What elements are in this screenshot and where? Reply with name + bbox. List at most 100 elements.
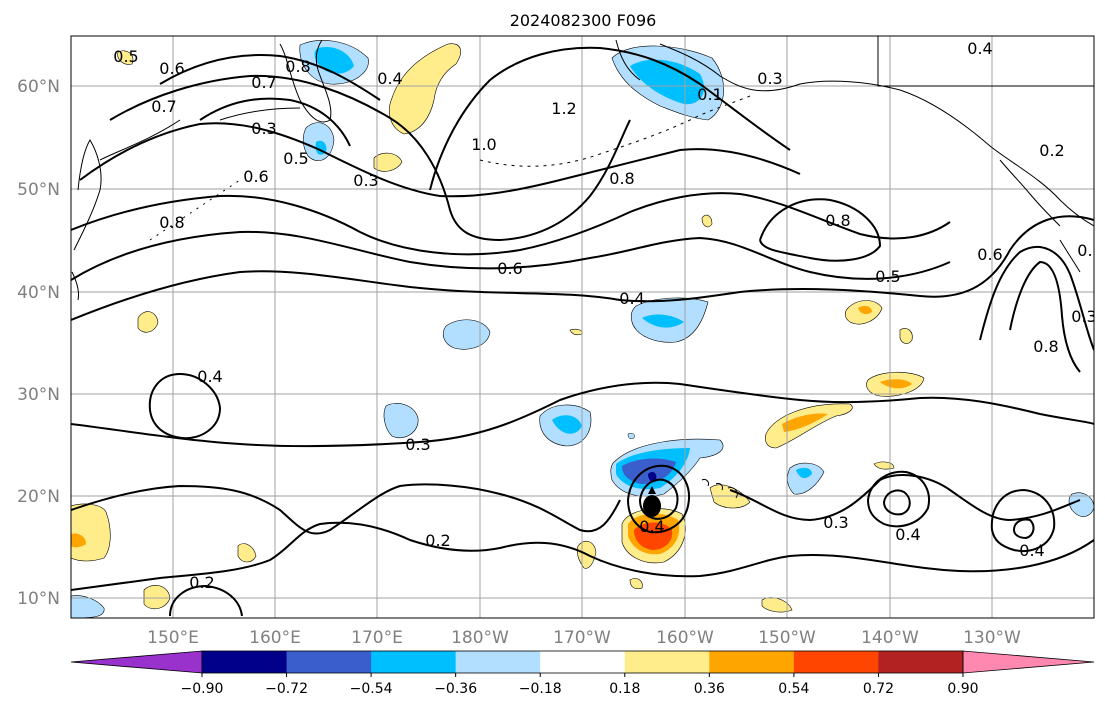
contour-label: 1.2 — [551, 99, 576, 118]
colorbar-tick-label: 0.18 — [609, 681, 640, 697]
colorbar: −0.90 −0.72 −0.54 −0.36 −0.18 0.18 0.36 0.54 0.7… — [70, 650, 1095, 697]
lat-label: 10°N — [17, 589, 60, 609]
colorbar-bin — [371, 651, 457, 673]
contour-label: 0.6 — [977, 245, 1002, 264]
lon-label: 150°E — [147, 628, 199, 648]
contour-lines — [71, 46, 1094, 617]
lon-label: 150°W — [758, 628, 816, 648]
contour-label: 0.6 — [159, 59, 184, 78]
contour-label: 0.5 — [113, 47, 138, 66]
lon-label: 180°W — [451, 628, 509, 648]
contour-label: 0.3 — [757, 69, 782, 88]
colorbar-tick-label: −0.90 — [181, 681, 224, 697]
contour-labels: 0.5 0.6 0.7 0.7 0.8 0.4 0.3 0.5 0.3 0.6 … — [113, 39, 1096, 592]
neg-shade-hawaii-min — [648, 472, 657, 482]
contour-label: 0.3 — [405, 435, 430, 454]
colorbar-tick-label: −0.18 — [519, 681, 562, 697]
colorbar-outline — [201, 650, 964, 674]
contour-label: 0.8 — [285, 57, 310, 76]
map-frame — [70, 35, 1095, 619]
colorbar-bin — [540, 651, 626, 673]
colorbar-tick-label: 0.90 — [947, 681, 978, 697]
contour-label: 0.4 — [639, 517, 664, 536]
contour-label: 0.4 — [967, 39, 992, 58]
coast-alaska — [615, 39, 1094, 227]
lat-label: 20°N — [17, 487, 60, 507]
colorbar-bin — [793, 651, 879, 673]
contour-label: 0.4 — [619, 289, 644, 308]
contour-label: 0.4 — [197, 367, 222, 386]
neg-shade-175e-27 — [383, 403, 419, 438]
contour-label: 0.8 — [825, 211, 850, 230]
colorbar-bin — [202, 651, 288, 673]
lon-labels: 150°E 160°E 170°E 180°W 170°W 160°W 150°… — [147, 628, 1021, 648]
colorbar-tick-label: −0.72 — [265, 681, 308, 697]
pos-shade-60n-ne — [117, 50, 134, 65]
contour-label: 0.6 — [497, 259, 522, 278]
contour-label: 0.3 — [251, 119, 276, 138]
contour-label: 0.4 — [377, 69, 402, 88]
colorbar-tick-label: 0.54 — [778, 681, 809, 697]
neg-shade-40n-core — [642, 314, 684, 328]
lon-label: 170°E — [351, 628, 403, 648]
pos-shade-17n-140e-core — [71, 533, 86, 548]
colorbar-bin — [286, 651, 372, 673]
coast-japan-kuril — [71, 107, 301, 301]
pos-shade-22n-140w — [873, 461, 895, 470]
pos-shade-12n-165w — [629, 578, 643, 590]
contour-label: 0.7 — [251, 73, 276, 92]
pos-shade-35n-145w-core — [858, 305, 872, 315]
contour-label: 0.3 — [1071, 307, 1096, 326]
contour-label: 0.5 — [283, 149, 308, 168]
colorbar-extend-max — [962, 650, 1095, 674]
contour-label: 0.8 — [1033, 337, 1058, 356]
graticule — [71, 36, 1094, 618]
contour-label: 0.8 — [609, 169, 634, 188]
colorbar-bin — [709, 651, 795, 673]
lat-label: 40°N — [17, 283, 60, 303]
coast-canada-bc — [999, 159, 1081, 273]
neg-shade-kamchatka-core — [314, 46, 354, 74]
map-title: 2024082300 F096 — [510, 11, 657, 30]
contour-label: 0.3 — [823, 513, 848, 532]
pos-shade-kuril-yellow — [373, 152, 403, 172]
pos-shade-17n-140e — [71, 503, 111, 562]
neg-shade-150w-20-core — [796, 467, 812, 479]
colorbar-bin — [455, 651, 541, 673]
pos-shade-36n-147e — [137, 311, 159, 333]
pos-shade-165w-45 — [701, 214, 713, 228]
neg-shade-170w-27-core — [552, 415, 582, 434]
contour-label: 0.3 — [353, 171, 378, 190]
pos-shade-30n-140w-core — [880, 379, 912, 389]
colorbar-tick-label: −0.36 — [434, 681, 477, 697]
storm-center — [643, 486, 661, 517]
contour-label: 0.7 — [151, 97, 176, 116]
lat-label: 60°N — [17, 77, 60, 97]
lon-label: 130°W — [963, 628, 1021, 648]
lon-label: 160°E — [249, 628, 301, 648]
pos-shade-27n-150w-core — [782, 413, 828, 432]
colorbar-bin — [624, 651, 710, 673]
lat-labels: 10°N 20°N 30°N 40°N 50°N 60°N — [17, 77, 60, 609]
colorbar-extend-min — [70, 650, 203, 674]
colorbar-bin — [878, 651, 964, 673]
pos-shade-14n-157e — [237, 543, 257, 563]
neg-shade-125w-18 — [1068, 492, 1094, 517]
neg-shade-bering-core — [630, 59, 705, 105]
contour-label: 0.6 — [243, 167, 268, 186]
contour-label: 0.2 — [1039, 141, 1064, 160]
contour-label: 0.1 — [697, 85, 722, 104]
contour-label: 0.4 — [895, 525, 920, 544]
contour-label: 0.5 — [875, 267, 900, 286]
lat-label: 30°N — [17, 385, 60, 405]
coast-hawaii — [701, 479, 738, 499]
contour-label: 0.8 — [159, 213, 184, 232]
coast-canada-border — [877, 36, 1094, 87]
shaded-anomalies — [71, 40, 1094, 618]
coast-aleutian-dots — [149, 179, 241, 241]
contour-label: 0.2 — [425, 531, 450, 550]
lon-label: 140°W — [861, 628, 919, 648]
colorbar-tick-label: −0.54 — [350, 681, 393, 697]
lon-label: 170°W — [553, 628, 611, 648]
